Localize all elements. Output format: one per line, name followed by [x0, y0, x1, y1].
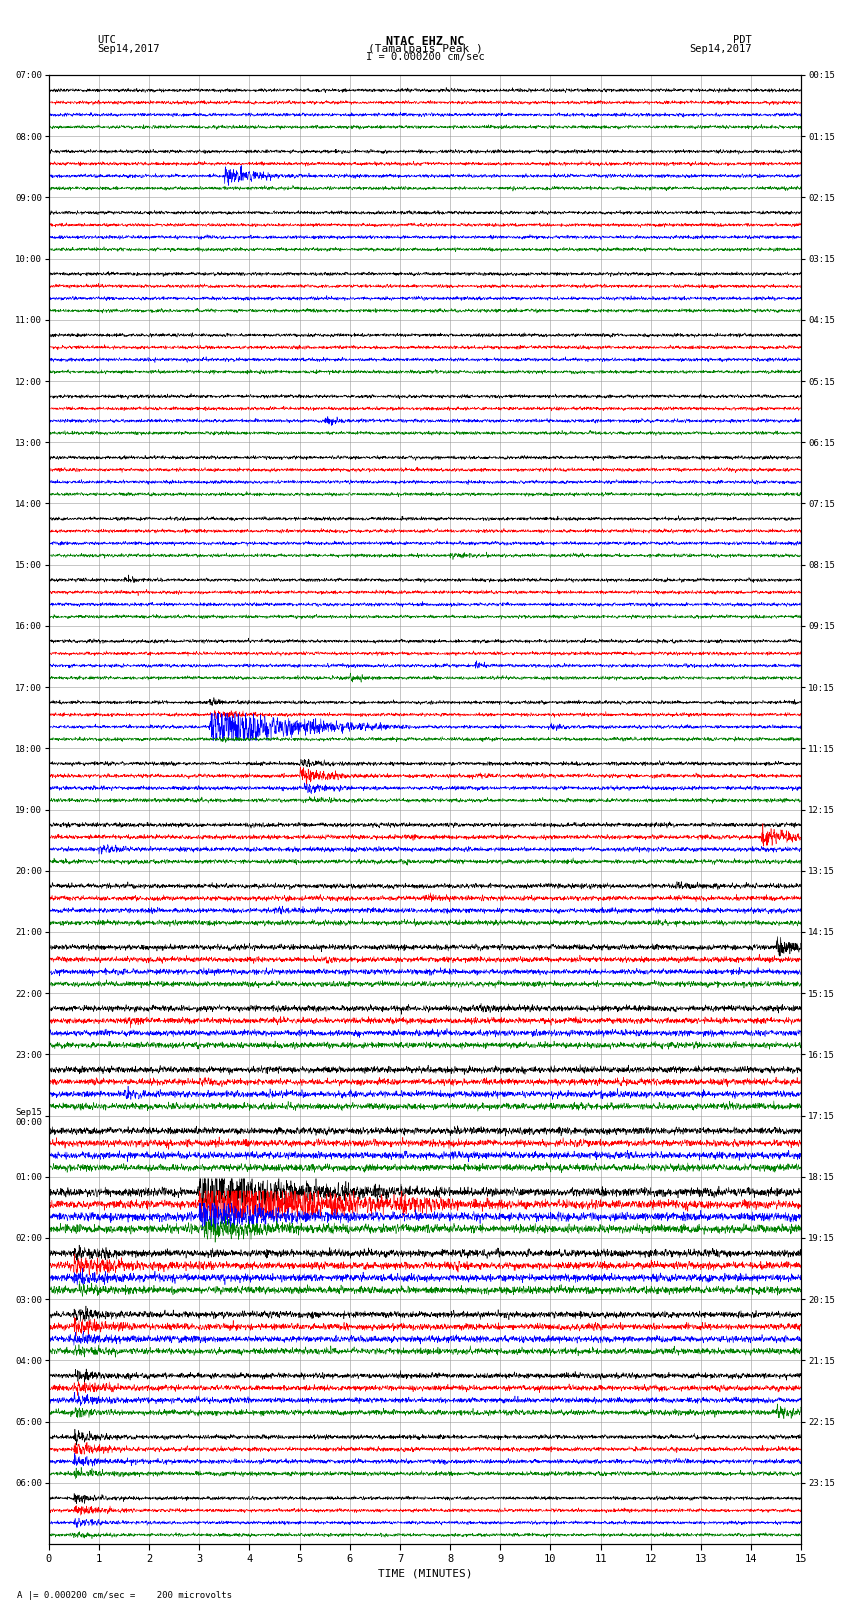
Text: Sep14,2017: Sep14,2017: [689, 44, 752, 53]
Text: I = 0.000200 cm/sec: I = 0.000200 cm/sec: [366, 52, 484, 63]
Text: NTAC EHZ NC: NTAC EHZ NC: [386, 35, 464, 48]
Text: UTC: UTC: [98, 35, 116, 45]
Text: Sep14,2017: Sep14,2017: [98, 44, 161, 53]
Text: PDT: PDT: [734, 35, 752, 45]
X-axis label: TIME (MINUTES): TIME (MINUTES): [377, 1569, 473, 1579]
Text: A |= 0.000200 cm/sec =    200 microvolts: A |= 0.000200 cm/sec = 200 microvolts: [17, 1590, 232, 1600]
Text: (Tamalpais Peak ): (Tamalpais Peak ): [367, 44, 483, 53]
